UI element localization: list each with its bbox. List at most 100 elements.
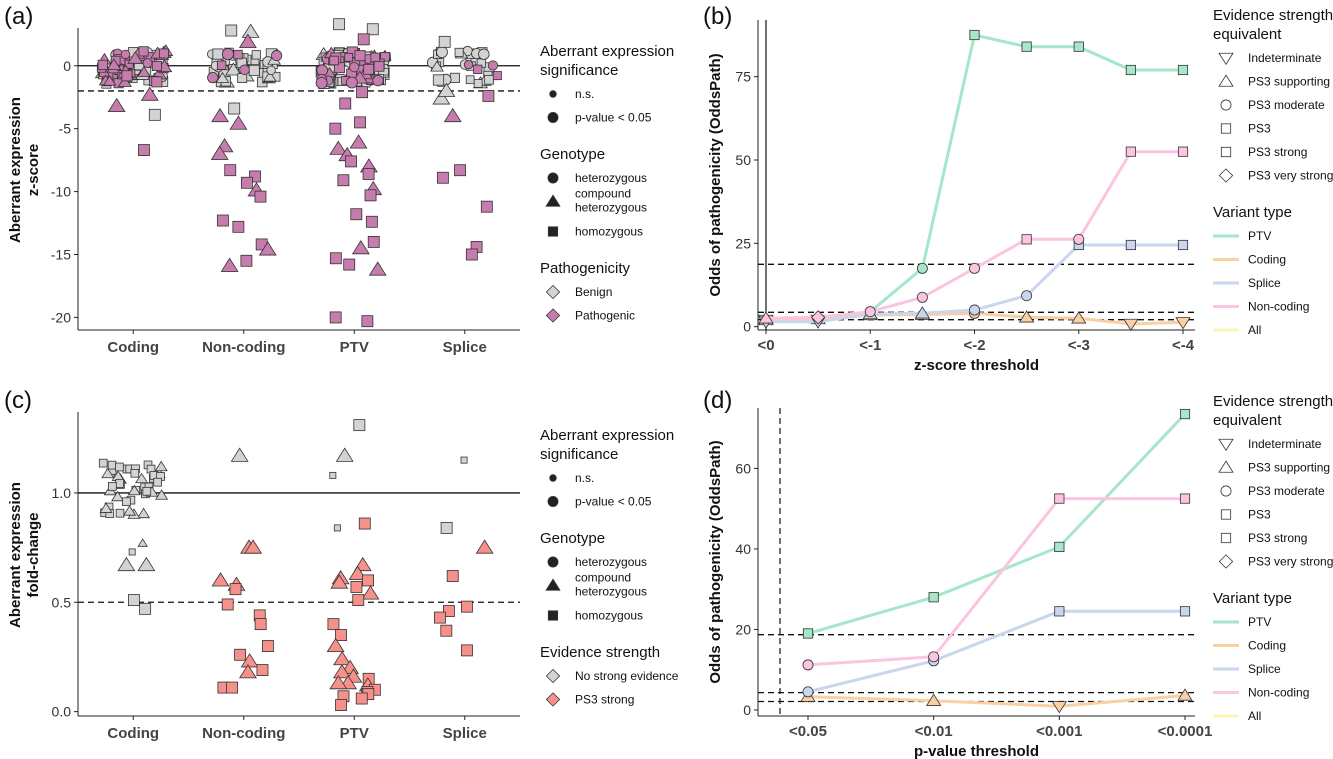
legend-key-circle: [547, 172, 559, 184]
legend-item-label: heterozygous: [575, 555, 647, 569]
point-benign: [478, 48, 490, 60]
series-point-splice: [1177, 239, 1189, 251]
point-ps3-strong: [461, 600, 473, 613]
x-category-label: Splice: [443, 725, 487, 742]
data-points: [98, 419, 494, 711]
point-pathogenic: [363, 63, 375, 75]
series-point-coding: [1071, 311, 1087, 324]
y-tick-label: 0.0: [52, 704, 72, 720]
point-benign: [473, 79, 483, 88]
legend-key-square: [547, 610, 559, 621]
legend-item-label: PTV: [1248, 615, 1271, 629]
point-benign: [454, 47, 464, 57]
legend-item-label: PS3 strong: [575, 693, 634, 707]
point-no-strong-evidence: [122, 505, 137, 516]
point-no-strong-evidence: [107, 460, 117, 470]
point-ps3-strong: [244, 539, 263, 554]
x-tick-label: <0.05: [789, 723, 827, 740]
legend-key-triangle: [545, 578, 561, 591]
point-ps3-strong: [333, 650, 352, 666]
point-ps3-strong: [226, 681, 238, 694]
point-pathogenic: [370, 52, 381, 63]
legend-item-label: Pathogenic: [575, 309, 635, 323]
point-benign: [432, 90, 451, 105]
series-point-ptv: [1179, 408, 1191, 420]
point-pathogenic: [254, 190, 267, 203]
legend-item-label: Splice: [1248, 662, 1281, 676]
legend-item-label: Coding: [1248, 639, 1286, 653]
point-benign: [436, 46, 448, 59]
point-no-strong-evidence: [115, 508, 125, 518]
point-benign: [251, 50, 261, 60]
legend-key-square: [547, 226, 559, 237]
point-benign: [430, 60, 444, 72]
point-pathogenic: [349, 134, 368, 149]
point-pathogenic: [102, 75, 117, 86]
legend-title: equivalent: [1213, 412, 1282, 429]
point-pathogenic: [229, 115, 248, 130]
x-tick-label: <-4: [1172, 337, 1195, 354]
series-point-splice: [802, 686, 814, 698]
x-category-label: Coding: [107, 339, 159, 356]
point-pathogenic: [107, 97, 126, 113]
series-point-coding: [1018, 310, 1035, 323]
y-tick-label: 50: [735, 152, 751, 168]
legend-item-label: PS3 moderate: [1248, 484, 1325, 498]
point-pathogenic: [345, 155, 357, 168]
point-ps3-strong: [234, 648, 247, 661]
point-pathogenic: [140, 86, 159, 101]
point-pathogenic: [240, 254, 253, 267]
point-benign: [438, 35, 451, 48]
point-pathogenic: [329, 140, 348, 155]
point-no-strong-evidence: [154, 460, 168, 472]
point-no-strong-evidence: [122, 497, 131, 506]
point-pathogenic: [354, 116, 366, 129]
series-line-non-coding: [765, 150, 1183, 320]
legend-title: Pathogenicity: [540, 260, 631, 277]
point-ps3-strong: [362, 574, 374, 587]
legend-item-label: heterozygous: [575, 171, 647, 185]
point-ps3-strong: [327, 618, 340, 631]
point-pathogenic: [121, 70, 133, 82]
x-category-label: Non-coding: [202, 339, 285, 356]
series-point-ptv: [969, 29, 980, 41]
point-no-strong-evidence: [153, 477, 162, 487]
series-point-non-coding: [1179, 493, 1191, 504]
point-pathogenic: [210, 145, 229, 160]
legend-item-label: compound: [575, 187, 631, 201]
x-category-label: PTV: [340, 725, 369, 742]
point-pathogenic: [343, 258, 356, 271]
legend-key-triangle: [1218, 74, 1234, 87]
legend-key-circle: [547, 556, 559, 568]
series-ptv: [802, 408, 1191, 639]
point-ps3-strong: [434, 611, 446, 624]
point-pathogenic: [207, 72, 219, 84]
point-ps3-strong: [475, 539, 494, 554]
point-ps3-strong: [335, 629, 347, 642]
point-pathogenic: [117, 75, 132, 87]
series-point-non-coding: [810, 310, 826, 325]
y-tick-label: 1.0: [52, 485, 72, 501]
point-no-strong-evidence: [353, 419, 366, 432]
series-splice: [802, 606, 1191, 698]
y-axis-title: Aberrant expression: [7, 97, 24, 243]
series-point-non-coding: [916, 291, 928, 303]
y-axis-title: Aberrant expression: [7, 482, 24, 628]
legend-item-label: homozygous: [575, 609, 643, 623]
legend-key-diamond: [545, 692, 561, 707]
legend-title: Variant type: [1213, 204, 1292, 221]
point-pathogenic: [239, 64, 250, 75]
point-pathogenic: [138, 46, 149, 57]
point-benign: [228, 102, 241, 115]
point-pathogenic: [97, 59, 108, 71]
point-benign: [449, 72, 460, 83]
series-point-non-coding: [1054, 493, 1065, 504]
y-tick-label: 0: [63, 58, 71, 74]
legend-key-triangle: [545, 194, 561, 207]
point-pathogenic: [337, 174, 350, 187]
legend-key-circle: [1220, 485, 1232, 497]
point-no-strong-evidence: [117, 556, 136, 572]
x-category-label: Coding: [107, 725, 159, 742]
series-point-ptv: [1073, 41, 1084, 52]
point-pathogenic: [368, 261, 387, 276]
